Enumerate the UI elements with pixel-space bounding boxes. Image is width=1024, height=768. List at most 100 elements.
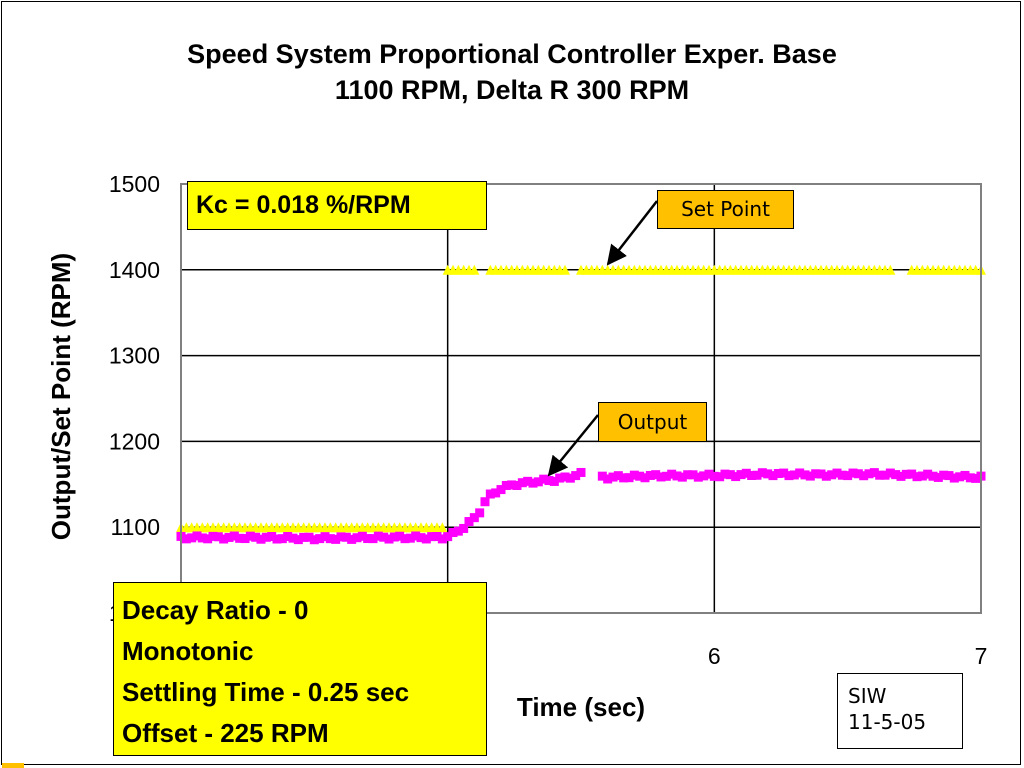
output-marker (517, 478, 527, 488)
output-marker (597, 471, 607, 481)
output-marker (560, 472, 570, 482)
set-point-arrow (606, 200, 658, 266)
output-marker (384, 534, 394, 544)
output-marker (933, 472, 943, 482)
output-marker (901, 469, 911, 479)
output-marker (395, 531, 405, 541)
output-marker (757, 468, 767, 478)
output-marker (181, 534, 191, 544)
output-marker (576, 467, 586, 477)
output-marker (704, 469, 714, 479)
output-marker (544, 476, 554, 486)
output-marker (421, 534, 431, 544)
output-marker (661, 471, 671, 481)
output-marker (619, 473, 629, 483)
output-marker (267, 532, 277, 542)
set-point-marker (885, 264, 896, 275)
output-marker (229, 531, 239, 541)
output-marker (837, 470, 847, 480)
output-marker (928, 471, 938, 481)
output-marker (480, 497, 490, 507)
author-initials: SIW (848, 684, 887, 708)
output-marker (251, 532, 261, 542)
output-marker (667, 469, 677, 479)
output-marker (304, 532, 314, 542)
output-marker (539, 474, 549, 484)
output-marker (741, 468, 751, 478)
output-marker (507, 480, 517, 490)
output-marker (896, 471, 906, 481)
output-marker (955, 472, 965, 482)
output-marker (427, 532, 437, 542)
output-marker (416, 533, 426, 543)
output-marker (203, 534, 213, 544)
output-marker (443, 532, 453, 542)
output-marker (731, 472, 741, 482)
output-marker (293, 535, 303, 545)
output-marker (960, 470, 970, 480)
output-marker (603, 474, 613, 484)
output-marker (693, 472, 703, 482)
y-tick-label: 1500 (109, 171, 160, 197)
output-marker (816, 469, 826, 479)
grid (181, 184, 981, 613)
output-marker (475, 508, 485, 518)
output-marker (352, 533, 362, 543)
output-marker (683, 470, 693, 480)
output-marker (464, 517, 474, 527)
y-tick-label: 1100 (111, 514, 160, 540)
y-tick-label: 1200 (109, 428, 160, 454)
stats-monotonic: Monotonic (122, 636, 254, 666)
output-marker (187, 533, 197, 543)
output-marker (645, 470, 655, 480)
chart-title: Speed System Proportional Controller Exp… (0, 36, 1024, 108)
output-marker (240, 534, 250, 544)
output-marker (629, 470, 639, 480)
output-marker (261, 532, 271, 542)
author-date: 11-5-05 (848, 710, 927, 734)
output-marker (283, 532, 293, 542)
output-marker (912, 472, 922, 482)
output-marker (315, 534, 325, 544)
output-marker (549, 476, 559, 486)
output-marker (725, 470, 735, 480)
output-marker (347, 534, 357, 544)
chart-title-line-2: 1100 RPM, Delta R 300 RPM (334, 75, 690, 105)
stats-decay-ratio: Decay Ratio - 0 (122, 595, 309, 625)
output-marker (907, 469, 917, 479)
output-marker (891, 470, 901, 480)
stats-offset: Offset - 225 RPM (122, 718, 329, 748)
output-marker (555, 473, 565, 483)
output-marker (320, 532, 330, 542)
output-marker (624, 473, 634, 483)
output-marker (672, 471, 682, 481)
output-marker (400, 534, 410, 544)
output-marker (224, 532, 234, 542)
output-marker (197, 533, 207, 543)
output-marker (923, 469, 933, 479)
output-marker (821, 471, 831, 481)
output-marker (256, 534, 266, 544)
output-marker (949, 473, 959, 483)
output-marker (453, 526, 463, 536)
output-marker (859, 471, 869, 481)
x-tick-label: 7 (975, 643, 988, 669)
output-marker (272, 534, 282, 544)
output-marker (709, 471, 719, 481)
output-marker (885, 468, 895, 478)
output-marker (768, 471, 778, 481)
author-date-note: SIW 11-5-05 (837, 673, 963, 749)
output-marker (853, 469, 863, 479)
output-marker (245, 531, 255, 541)
response-stats-annotation: Decay Ratio - 0 Monotonic Settling Time … (113, 582, 487, 756)
output-marker (411, 531, 421, 541)
annotation-arrows (547, 200, 658, 477)
output-marker (805, 471, 815, 481)
output-marker (523, 476, 533, 486)
output-marker (299, 532, 309, 542)
output-marker (640, 473, 650, 483)
output-marker (501, 480, 511, 490)
output-marker (869, 468, 879, 478)
output-marker (485, 489, 495, 499)
